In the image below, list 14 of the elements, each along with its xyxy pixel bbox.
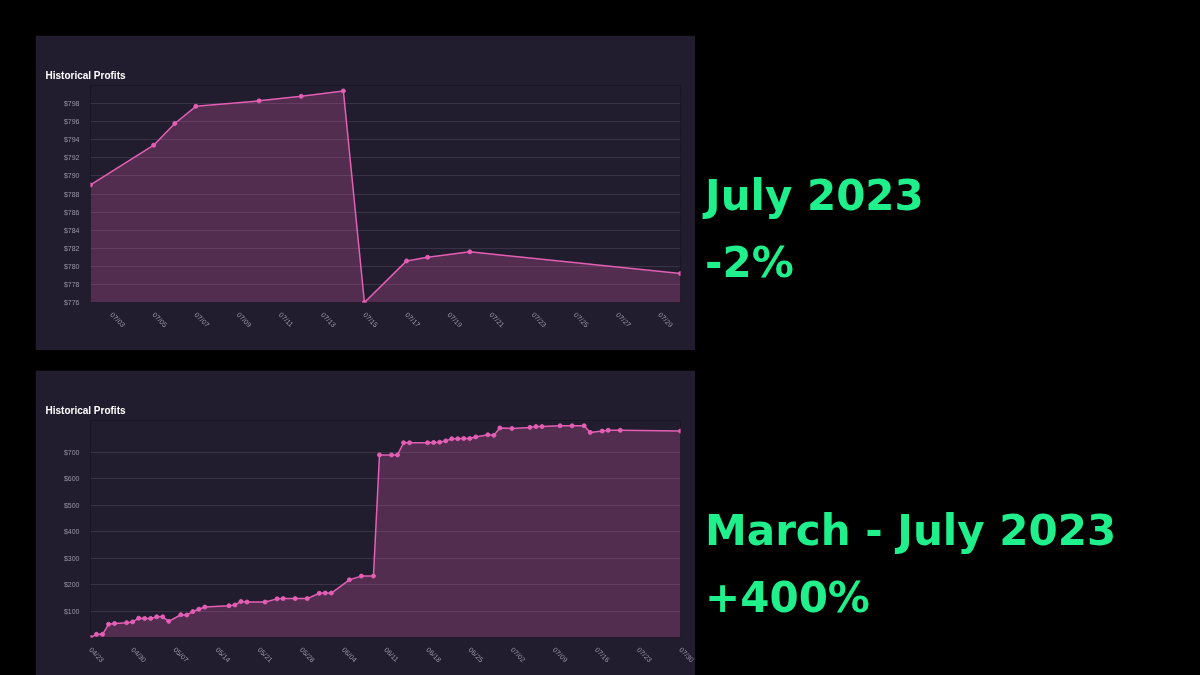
point — [172, 120, 178, 126]
point — [151, 142, 157, 148]
chart-title: Historical Profits — [45, 404, 126, 416]
chart-title: Historical Profits — [45, 69, 126, 81]
point — [256, 98, 262, 104]
text: +400% — [705, 572, 871, 624]
text: March - July 2023 — [705, 505, 1117, 557]
point — [404, 258, 410, 264]
point — [467, 249, 473, 255]
text: -2% — [705, 237, 795, 289]
point — [298, 93, 304, 99]
point — [340, 88, 346, 94]
point — [425, 254, 431, 260]
point — [193, 103, 199, 109]
